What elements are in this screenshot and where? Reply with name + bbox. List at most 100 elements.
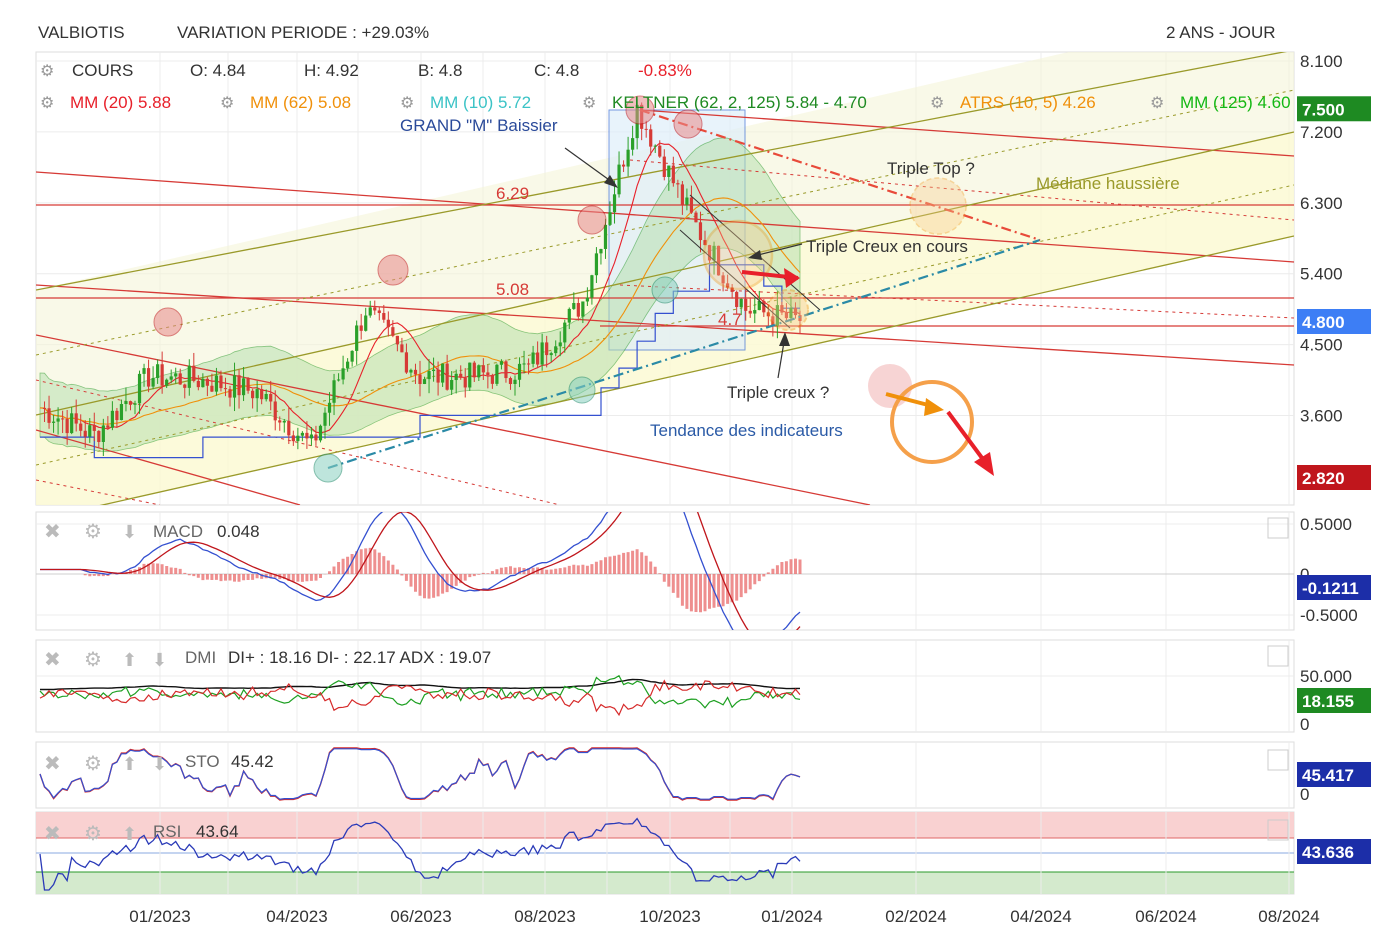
candle-body bbox=[644, 128, 648, 130]
gear-icon[interactable]: ⚙ bbox=[84, 521, 102, 543]
candle-body bbox=[671, 165, 675, 184]
close-icon[interactable]: ✖ bbox=[44, 753, 61, 775]
candle-body bbox=[273, 401, 277, 421]
price-tag bbox=[1297, 309, 1371, 334]
candle-body bbox=[142, 368, 146, 374]
maximize-icon[interactable] bbox=[1267, 819, 1289, 841]
candle-body bbox=[594, 253, 599, 276]
candle-body bbox=[219, 375, 223, 389]
candle-body bbox=[703, 240, 707, 246]
candle-body bbox=[558, 342, 562, 347]
indicator-legend-item[interactable]: MM (125) 4.60 bbox=[1180, 93, 1291, 112]
candle-body bbox=[793, 307, 798, 316]
price-tick-label: 5.400 bbox=[1300, 265, 1343, 284]
indicator-legend-item[interactable]: ATRS (10, 5) 4.26 bbox=[960, 93, 1096, 112]
macd-histogram bbox=[38, 547, 802, 613]
candle-body bbox=[798, 315, 802, 321]
arrow-up-icon[interactable]: ⬆ bbox=[122, 754, 137, 774]
candle-body bbox=[97, 430, 101, 442]
indicator-tag-label: 43.636 bbox=[1302, 843, 1354, 862]
close-icon[interactable]: ✖ bbox=[44, 649, 61, 671]
candle-body bbox=[617, 164, 621, 195]
high-marker-2 bbox=[377, 254, 409, 286]
annotation-tendance: Tendance des indicateurs bbox=[650, 421, 843, 440]
price-candles bbox=[42, 99, 802, 457]
candle-body bbox=[255, 389, 259, 399]
candle-body bbox=[133, 403, 137, 405]
price-plot-area: GRAND "M" Baissier Triple Top ? Médiane … bbox=[36, 52, 1294, 505]
pointer-triple-creux-head bbox=[748, 250, 762, 260]
candle-body bbox=[305, 432, 309, 439]
dmi-values: DI+ : 18.16 DI- : 22.17 ADX : 19.07 bbox=[228, 648, 491, 667]
gear-icon[interactable]: ⚙ bbox=[40, 63, 54, 80]
indicator-legend-item[interactable]: MM (20) 5.88 bbox=[70, 93, 171, 112]
maximize-icon[interactable] bbox=[1267, 645, 1289, 667]
arrow-down-icon[interactable]: ⬇ bbox=[152, 754, 167, 774]
candle-body bbox=[626, 149, 630, 167]
close-icon[interactable]: ✖ bbox=[44, 823, 61, 845]
symbol-title: VALBIOTIS bbox=[38, 23, 125, 42]
candle-body bbox=[707, 245, 712, 261]
candle-body bbox=[780, 305, 784, 313]
annotation-level-629: 6.29 bbox=[496, 184, 529, 203]
arrow-down-icon[interactable]: ⬇ bbox=[122, 522, 137, 542]
atrs-line bbox=[40, 264, 800, 459]
indicator-legend-item[interactable]: KELTNER (62, 2, 125) 5.84 - 4.70 bbox=[612, 93, 867, 112]
gear-icon[interactable]: ⚙ bbox=[582, 95, 596, 112]
candle-body bbox=[413, 369, 418, 375]
candle-body bbox=[160, 364, 164, 386]
indicator-legend-item[interactable]: MM (62) 5.08 bbox=[250, 93, 351, 112]
candle-body bbox=[336, 379, 341, 381]
time-tick-label: 10/2023 bbox=[639, 907, 700, 926]
candle-body bbox=[241, 378, 246, 396]
indicator-legend-item[interactable]: MM (10) 5.72 bbox=[430, 93, 531, 112]
high-marker-5 bbox=[673, 109, 703, 139]
rsi-oversold-zone bbox=[36, 872, 1294, 894]
gear-icon[interactable]: ⚙ bbox=[220, 95, 234, 112]
maximize-icon[interactable] bbox=[1267, 517, 1289, 539]
low-value: B: 4.8 bbox=[418, 61, 462, 80]
period-selector[interactable]: 2 ANS - JOUR bbox=[1166, 23, 1276, 42]
gear-icon[interactable]: ⚙ bbox=[40, 95, 54, 112]
candle-body bbox=[309, 434, 314, 439]
candle-body bbox=[373, 307, 377, 311]
macd-toolbar: ✖ ⚙ ⬇ MACD 0.048 bbox=[44, 517, 1289, 543]
price-tag-label: 2.820 bbox=[1302, 469, 1345, 488]
candle-body bbox=[128, 401, 133, 405]
close-value: C: 4.8 bbox=[534, 61, 579, 80]
arrow-up-icon[interactable]: ⬆ bbox=[122, 824, 137, 844]
candle-body bbox=[237, 375, 241, 396]
gear-icon[interactable]: ⚙ bbox=[400, 95, 414, 112]
candle-body bbox=[590, 275, 594, 298]
candle-body bbox=[667, 165, 671, 177]
candle-body bbox=[680, 184, 684, 205]
arrow-up-icon[interactable]: ⬆ bbox=[122, 650, 137, 670]
candle-body bbox=[368, 307, 372, 316]
candle-body bbox=[563, 322, 567, 343]
candle-body bbox=[137, 373, 142, 404]
low-marker-2 bbox=[568, 376, 596, 404]
candle-body bbox=[115, 410, 119, 421]
candle-body bbox=[676, 183, 680, 185]
gear-icon[interactable]: ⚙ bbox=[84, 753, 102, 775]
high-value: H: 4.92 bbox=[304, 61, 359, 80]
rsi-label: RSI bbox=[153, 822, 181, 841]
candle-body bbox=[572, 302, 576, 309]
candle-body bbox=[395, 335, 399, 345]
gear-icon[interactable]: ⚙ bbox=[84, 823, 102, 845]
candle-body bbox=[526, 363, 531, 365]
maximize-icon[interactable] bbox=[1267, 749, 1289, 771]
gear-icon[interactable]: ⚙ bbox=[84, 649, 102, 671]
low-marker-3 bbox=[651, 276, 679, 304]
gear-icon[interactable]: ⚙ bbox=[1150, 95, 1164, 112]
gear-icon[interactable]: ⚙ bbox=[930, 95, 944, 112]
candle-body bbox=[436, 369, 440, 383]
candle-body bbox=[318, 425, 323, 441]
arrow-down-icon[interactable]: ⬇ bbox=[152, 650, 167, 670]
macd-line bbox=[40, 512, 801, 630]
rsi-toolbar: ✖ ⚙ ⬆ RSI 43.64 bbox=[44, 819, 1289, 845]
macd-signal-line bbox=[40, 512, 801, 630]
red-channel-line-4 bbox=[36, 429, 301, 505]
triple-creux-circle bbox=[702, 219, 774, 291]
close-icon[interactable]: ✖ bbox=[44, 521, 61, 543]
